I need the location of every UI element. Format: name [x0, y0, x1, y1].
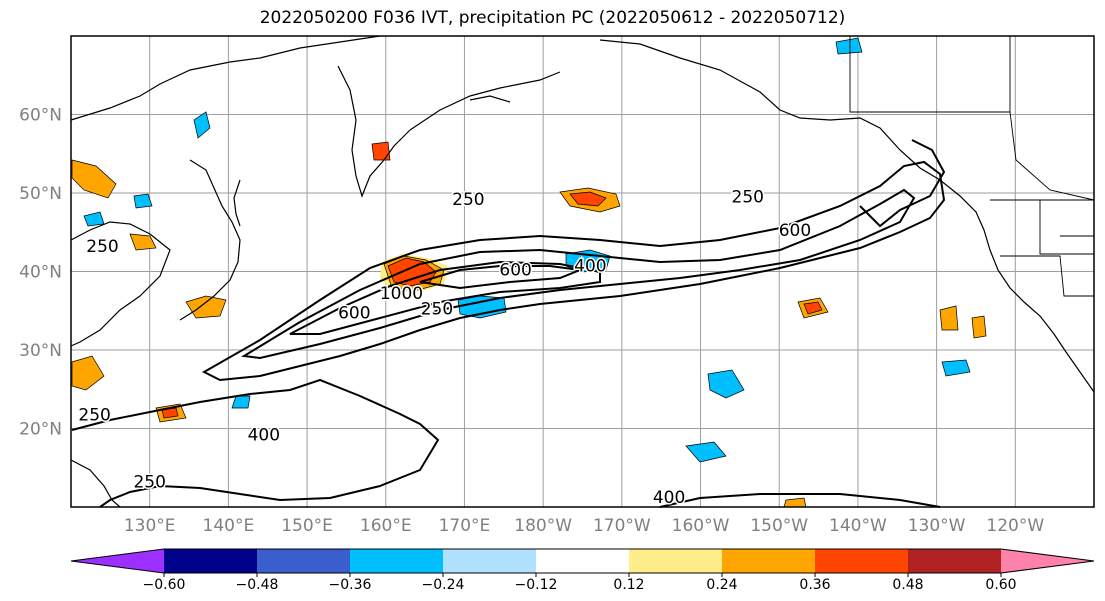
precip-blob-west3 — [71, 355, 105, 391]
precip-blob-blue7 — [835, 37, 863, 55]
contour-label: 400 — [574, 257, 606, 277]
colorbar-tick-label: 0.12 — [613, 577, 644, 593]
contour-250 — [201, 160, 946, 382]
colorbar-tick-label: −0.60 — [143, 577, 186, 593]
colorbar-extend-min — [71, 549, 164, 573]
lat-tick-label: 20°N — [19, 420, 62, 440]
colorbar-tick-label: 0.36 — [799, 577, 830, 593]
lon-tick-label: 130°E — [124, 516, 176, 536]
coast-kamchatka — [337, 65, 411, 198]
contour-label: 400 — [248, 425, 280, 445]
colorbar-tick-labels: −0.60 −0.48 −0.36 −0.24 −0.12 0.12 0.24 0.36 0.4… — [143, 573, 1017, 593]
contour-400 — [241, 188, 916, 360]
colorbar-segment — [536, 549, 630, 573]
coast-siberia — [70, 35, 381, 121]
border-canada-prov — [1009, 111, 1095, 201]
colorbar-segment — [443, 549, 537, 573]
map-title: 2022050200 F036 IVT, precipitation PC (2… — [259, 8, 846, 28]
map-frame — [70, 35, 1095, 508]
colorbar-tick-label: 0.60 — [985, 577, 1016, 593]
lon-tick-label: 170°W — [593, 516, 651, 536]
contour-600-east — [859, 139, 946, 228]
lon-tick-label: 140°W — [829, 516, 887, 536]
coast-hokkaido — [233, 179, 241, 227]
latitude-tick-labels: 20°N 30°N 40°N 50°N 60°N — [19, 106, 62, 440]
precip-blob-west2 — [185, 295, 227, 319]
precip-blob-east2 — [939, 305, 959, 331]
lon-tick-label: 160°E — [360, 516, 412, 536]
colorbar-tick-label: 0.48 — [892, 577, 923, 593]
border-alaska — [849, 36, 1011, 113]
colorbar-segment — [908, 549, 1002, 573]
lat-tick-label: 30°N — [19, 341, 62, 361]
contour-label: 250 — [78, 406, 110, 426]
precip-anomaly-fills — [71, 37, 987, 508]
coast-bering-west — [409, 71, 561, 131]
contour-label: 1000 — [380, 284, 423, 304]
lon-tick-label: 140°E — [203, 516, 255, 536]
colorbar-tick-label: −0.36 — [329, 577, 372, 593]
colorbar-tick-label: 0.24 — [706, 577, 737, 593]
precip-blob-blue5 — [685, 441, 727, 463]
colorbar-extend-max — [1001, 549, 1094, 573]
precip-blob-main-red — [387, 257, 437, 287]
precip-blob-blue3 — [133, 193, 153, 209]
precip-blob-blue8 — [231, 395, 251, 409]
precip-blob-blue6 — [941, 359, 971, 377]
precip-blob-blue4 — [707, 369, 745, 399]
lon-tick-label: 170°E — [439, 516, 491, 536]
contour-label: 250 — [86, 237, 118, 257]
border-us-state1 — [1039, 200, 1094, 255]
coast-japan — [179, 159, 241, 321]
coast-asia-mainland — [70, 221, 171, 347]
lon-tick-label: 130°W — [908, 516, 966, 536]
border-us-state2 — [1000, 255, 1094, 297]
contour-label: 250 — [452, 190, 484, 210]
lat-tick-label: 40°N — [19, 263, 62, 283]
colorbar-segment — [722, 549, 816, 573]
colorbar-segment — [629, 549, 723, 573]
contour-label: 600 — [338, 304, 370, 324]
colorbar-tick-label: −0.24 — [422, 577, 465, 593]
colorbar-tick-label: −0.12 — [515, 577, 558, 593]
country-borders — [849, 36, 1095, 297]
colorbar — [70, 548, 1095, 574]
precip-blob-korea — [129, 233, 157, 251]
contour-label: 600 — [499, 260, 531, 280]
lat-tick-label: 60°N — [19, 106, 62, 126]
contour-label: 250 — [732, 187, 764, 207]
contour-1000 — [419, 265, 584, 290]
coast-st-lawrence — [469, 95, 511, 103]
precip-blob-north-red — [569, 191, 607, 207]
lon-tick-label: 160°W — [672, 516, 730, 536]
colorbar-segment — [815, 549, 909, 573]
lon-tick-label: 150°E — [281, 516, 333, 536]
coastlines — [70, 35, 1095, 508]
contour-400-south — [659, 493, 941, 508]
colorbar-segment — [350, 549, 444, 573]
contour-label: 600 — [779, 221, 811, 241]
contour-label: 250 — [133, 472, 165, 492]
colorbar-tick-label: −0.48 — [236, 577, 279, 593]
contour-250-south — [71, 378, 440, 508]
colorbar-segment — [257, 549, 351, 573]
precip-blob-east1-red — [803, 301, 823, 315]
contour-labels: 250 600 1000 600 250 400 600 250 250 250 400 400 250 — [77, 186, 813, 510]
contour-label: 250 — [421, 300, 453, 320]
contour-600 — [289, 260, 601, 335]
lon-tick-label: 120°W — [986, 516, 1044, 536]
contour-label: 400 — [653, 488, 685, 508]
lat-tick-label: 50°N — [19, 184, 62, 204]
coast-philippines — [70, 459, 121, 508]
longitude-tick-labels: 130°E 140°E 150°E 160°E 170°E 180°W 170°W 160°W… — [124, 516, 1045, 536]
precip-blob-blue1 — [193, 111, 211, 139]
lon-tick-label: 180°W — [514, 516, 572, 536]
lon-tick-label: 150°W — [750, 516, 808, 536]
colorbar-segment — [164, 549, 258, 573]
precip-blob-kamchatka — [371, 141, 391, 161]
precip-blob-east3 — [971, 315, 987, 339]
ivt-contours — [71, 139, 946, 508]
precip-blob-west1 — [71, 159, 117, 199]
